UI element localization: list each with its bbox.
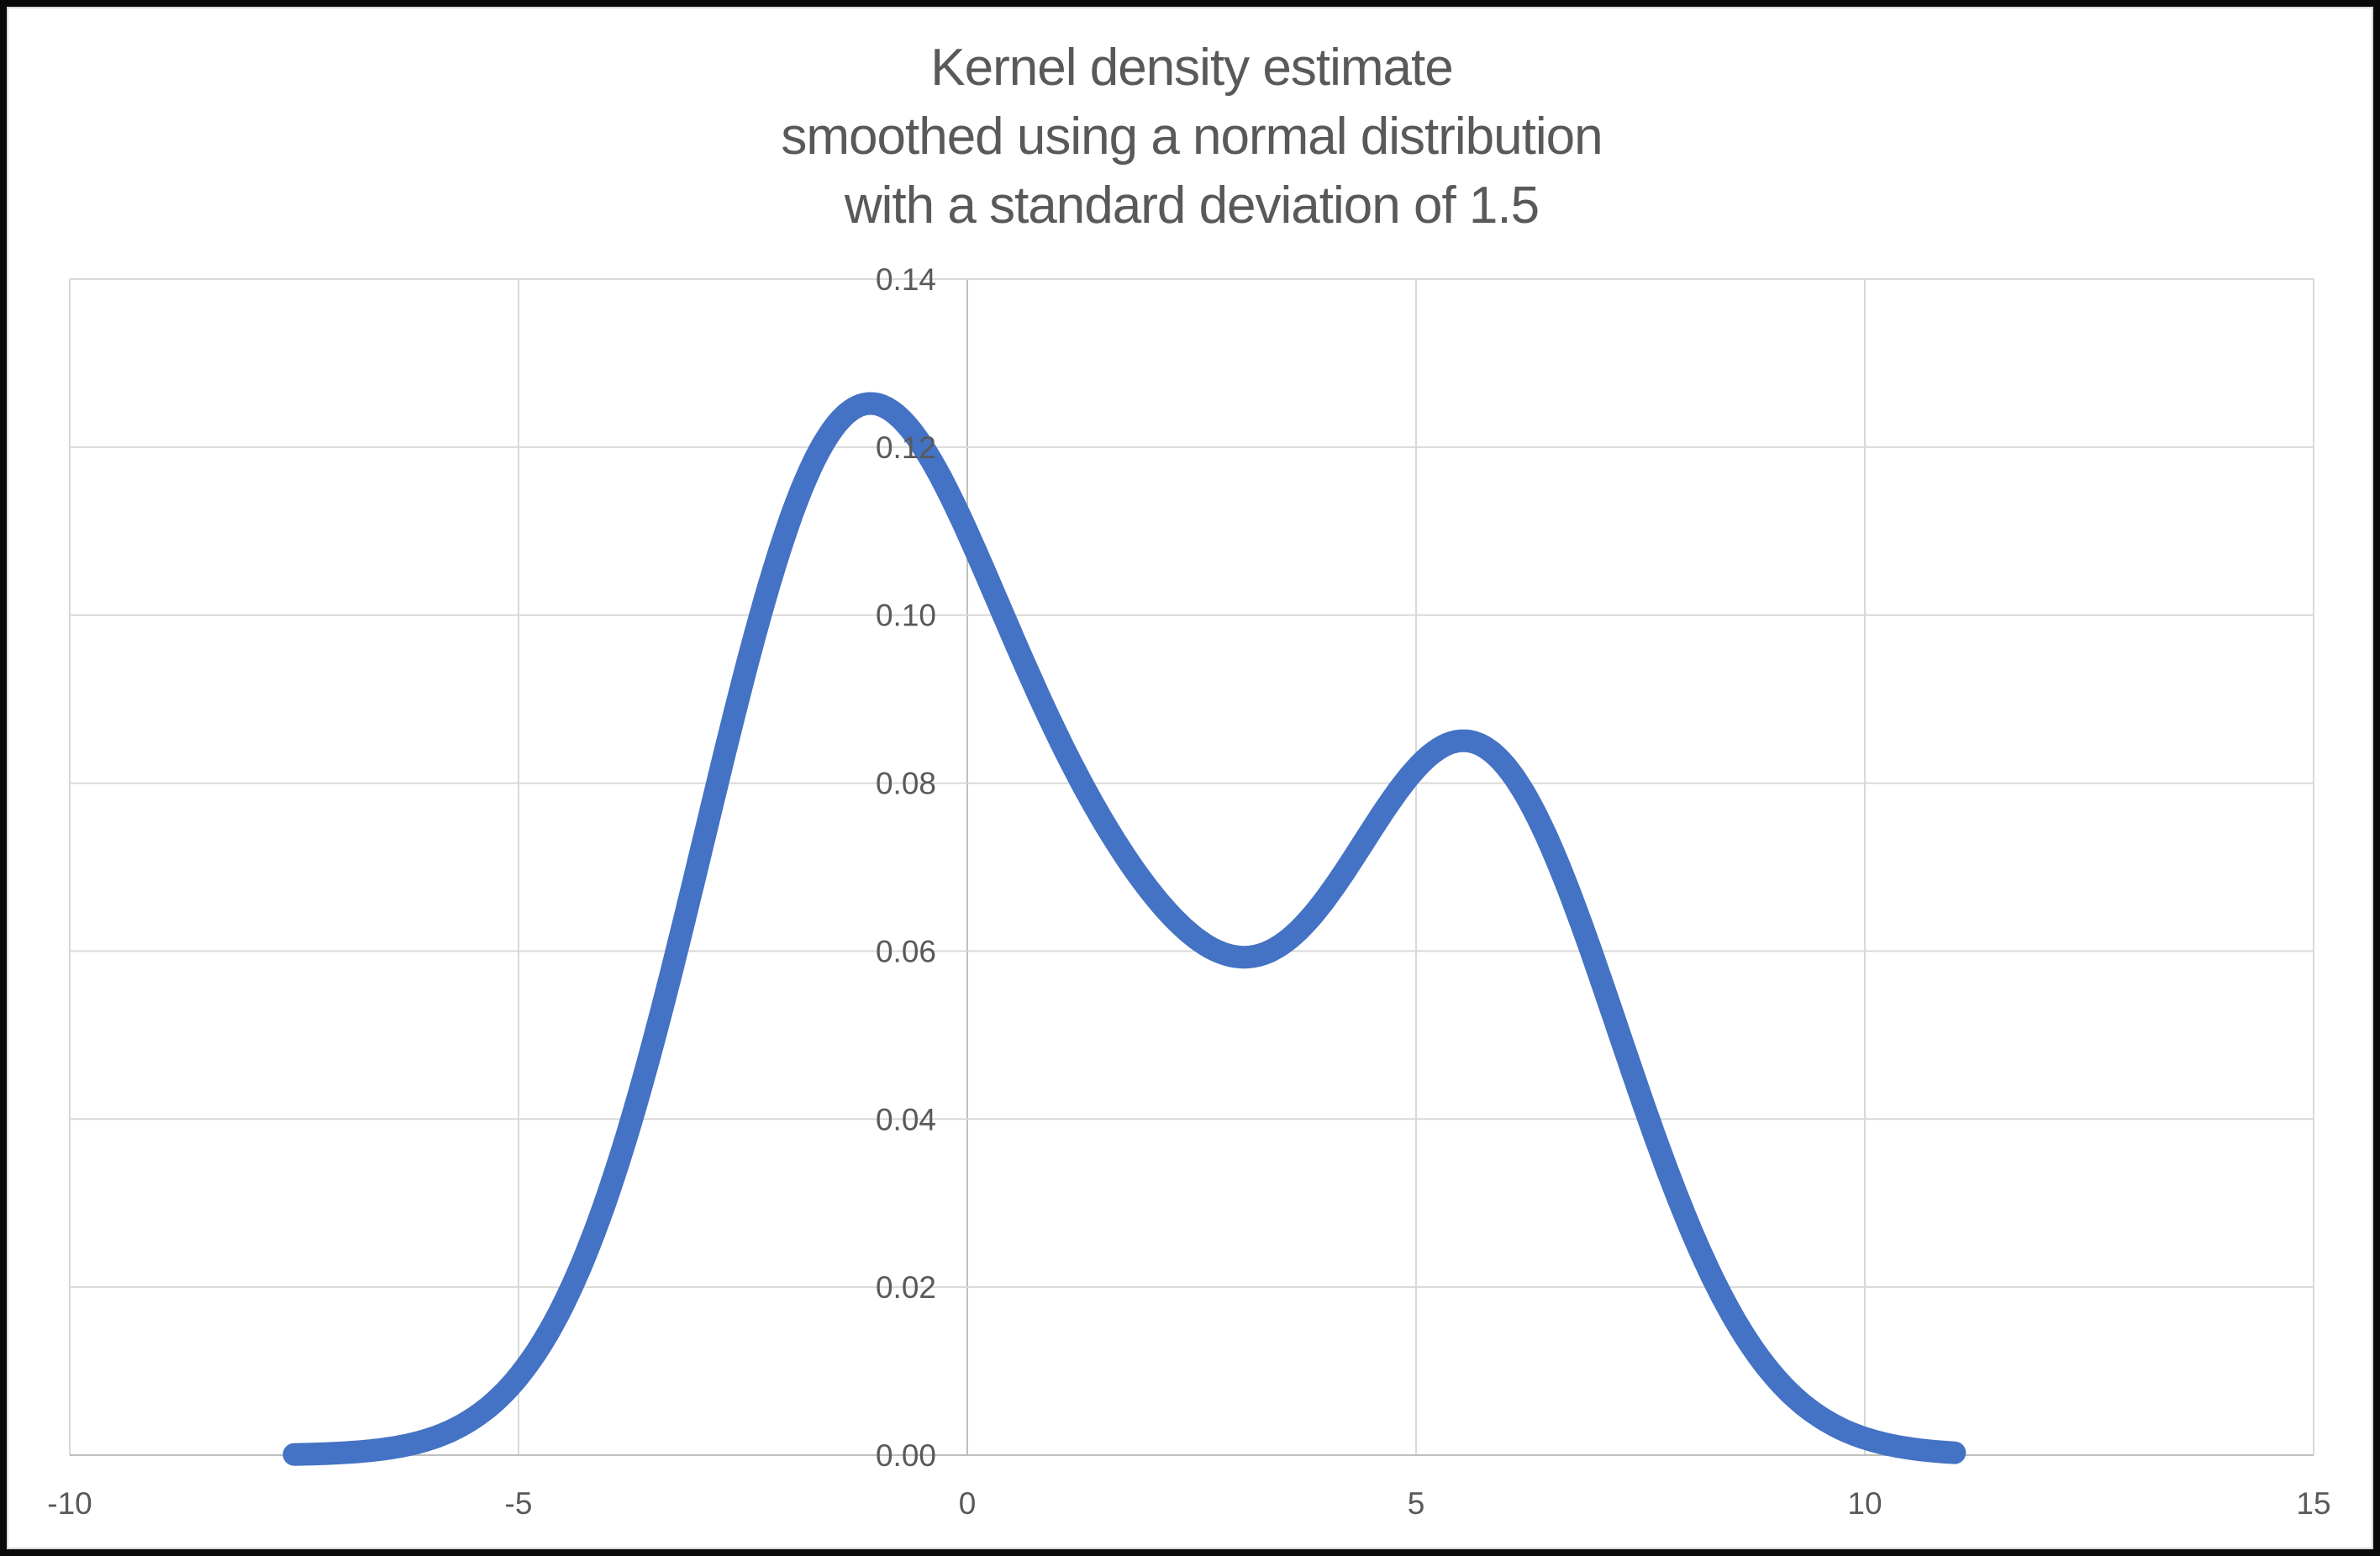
- chart-title-line-1: Kernel density estimate: [930, 39, 1453, 97]
- y-axis-tick-label-0.12: 0.12: [876, 430, 936, 465]
- chart-title: Kernel density estimate smoothed using a…: [70, 34, 2314, 240]
- x-axis-tick-label-15: 15: [2296, 1486, 2330, 1521]
- y-axis-tick-label-0.14: 0.14: [876, 262, 936, 297]
- y-axis-tick-label-0.02: 0.02: [876, 1270, 936, 1305]
- y-axis-tick-label-0.08: 0.08: [876, 767, 936, 801]
- y-axis-tick-label-0.10: 0.10: [876, 599, 936, 633]
- x-axis-tick-label--10: -10: [47, 1486, 92, 1521]
- y-axis-tick-label-0.06: 0.06: [876, 934, 936, 968]
- y-axis-tick-label-0.04: 0.04: [876, 1102, 936, 1137]
- x-axis-tick-label-5: 5: [1408, 1486, 1425, 1521]
- chart-title-line-3: with a standard deviation of 1.5: [844, 177, 1540, 235]
- kde-curve: [282, 392, 1967, 1466]
- chart-title-line-2: smoothed using a normal distribution: [781, 108, 1603, 166]
- x-axis-tick-label--5: -5: [505, 1486, 533, 1521]
- x-axis-tick-label-10: 10: [1847, 1486, 1882, 1521]
- x-axis-tick-label-0: 0: [959, 1486, 977, 1521]
- y-axis-tick-label-0.00: 0.00: [876, 1438, 936, 1473]
